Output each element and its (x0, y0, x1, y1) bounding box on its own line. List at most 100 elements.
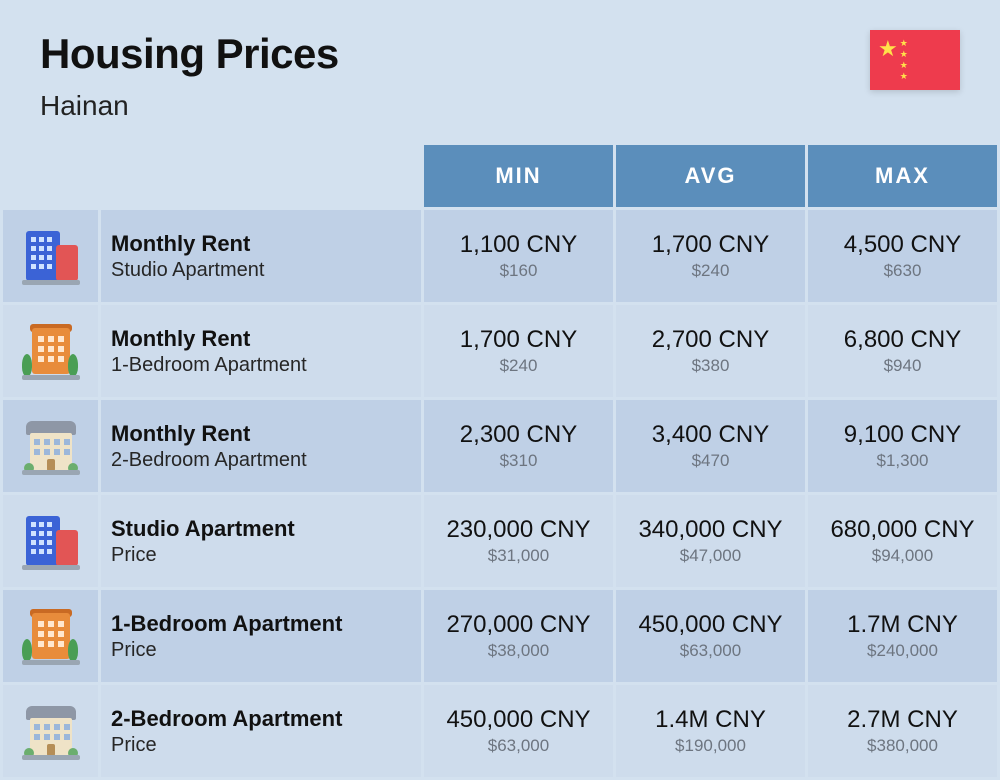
price-cny: 2,300 CNY (434, 421, 603, 449)
price-cny: 450,000 CNY (626, 611, 795, 639)
price-usd: $380 (626, 356, 795, 376)
page: Housing Prices Hainan ★★★★★ MIN AVG MAX … (0, 0, 1000, 776)
row-title: Monthly Rent (111, 421, 411, 447)
price-usd: $240 (626, 261, 795, 281)
price-cell-avg: 340,000 CNY$47,000 (616, 495, 805, 587)
table-row: Studio ApartmentPrice230,000 CNY$31,0003… (3, 495, 997, 587)
row-icon-cell (3, 495, 98, 587)
row-title: Monthly Rent (111, 326, 411, 352)
price-usd: $240 (434, 356, 603, 376)
price-usd: $310 (434, 451, 603, 471)
price-cell-min: 1,700 CNY$240 (424, 305, 613, 397)
row-label-cell: Monthly RentStudio Apartment (101, 210, 421, 302)
onebr-building-icon (22, 607, 80, 665)
price-cny: 1,700 CNY (434, 326, 603, 354)
table-row: 2-Bedroom ApartmentPrice 450,000 CNY$63,0… (3, 685, 997, 777)
header-titles: Housing Prices Hainan (40, 30, 339, 122)
price-cny: 230,000 CNY (434, 516, 603, 544)
page-title: Housing Prices (40, 30, 339, 78)
row-title: Studio Apartment (111, 516, 411, 542)
price-cell-max: 1.7M CNY$240,000 (808, 590, 997, 682)
price-cell-max: 6,800 CNY$940 (808, 305, 997, 397)
price-cell-avg: 2,700 CNY$380 (616, 305, 805, 397)
price-cell-max: 2.7M CNY$380,000 (808, 685, 997, 777)
price-cell-min: 270,000 CNY$38,000 (424, 590, 613, 682)
price-cell-min: 2,300 CNY$310 (424, 400, 613, 492)
flag-stars: ★★★★★ (878, 38, 908, 82)
row-icon-cell (3, 305, 98, 397)
price-cell-max: 9,100 CNY$1,300 (808, 400, 997, 492)
table-row: Monthly Rent2-Bedroom Apartment2,300 CNY… (3, 400, 997, 492)
price-cell-avg: 1,700 CNY$240 (616, 210, 805, 302)
studio-building-icon (22, 512, 80, 570)
table-row: 1-Bedroom ApartmentPrice270,000 CNY$38,0… (3, 590, 997, 682)
location-subtitle: Hainan (40, 90, 339, 122)
row-label-cell: Studio ApartmentPrice (101, 495, 421, 587)
price-usd: $630 (818, 261, 987, 281)
price-cny: 340,000 CNY (626, 516, 795, 544)
price-cell-avg: 1.4M CNY$190,000 (616, 685, 805, 777)
row-icon-cell (3, 685, 98, 777)
row-label-cell: 1-Bedroom ApartmentPrice (101, 590, 421, 682)
price-usd: $31,000 (434, 546, 603, 566)
header-blank-icon (3, 145, 98, 207)
row-subtitle: 1-Bedroom Apartment (111, 354, 411, 377)
row-subtitle: Price (111, 734, 411, 757)
price-usd: $240,000 (818, 641, 987, 661)
row-icon-cell (3, 590, 98, 682)
price-usd: $94,000 (818, 546, 987, 566)
price-usd: $940 (818, 356, 987, 376)
twobr-house-icon (22, 702, 80, 760)
column-header-avg: AVG (616, 145, 805, 207)
row-icon-cell (3, 210, 98, 302)
twobr-house-icon (22, 417, 80, 475)
row-subtitle: 2-Bedroom Apartment (111, 449, 411, 472)
price-cny: 6,800 CNY (818, 326, 987, 354)
price-cny: 1,100 CNY (434, 231, 603, 259)
price-cell-min: 230,000 CNY$31,000 (424, 495, 613, 587)
price-cny: 2.7M CNY (818, 706, 987, 734)
price-cny: 4,500 CNY (818, 231, 987, 259)
price-cny: 3,400 CNY (626, 421, 795, 449)
price-cell-max: 680,000 CNY$94,000 (808, 495, 997, 587)
price-usd: $63,000 (626, 641, 795, 661)
row-title: 1-Bedroom Apartment (111, 611, 411, 637)
price-cny: 2,700 CNY (626, 326, 795, 354)
price-usd: $380,000 (818, 736, 987, 756)
price-cell-min: 1,100 CNY$160 (424, 210, 613, 302)
price-cell-avg: 3,400 CNY$470 (616, 400, 805, 492)
column-header-max: MAX (808, 145, 997, 207)
row-subtitle: Studio Apartment (111, 259, 411, 282)
row-subtitle: Price (111, 639, 411, 662)
table-row: Monthly RentStudio Apartment1,100 CNY$16… (3, 210, 997, 302)
price-cell-max: 4,500 CNY$630 (808, 210, 997, 302)
row-label-cell: Monthly Rent1-Bedroom Apartment (101, 305, 421, 397)
price-cny: 1,700 CNY (626, 231, 795, 259)
table-header-row: MIN AVG MAX (3, 145, 997, 207)
price-usd: $470 (626, 451, 795, 471)
onebr-building-icon (22, 322, 80, 380)
price-cny: 1.7M CNY (818, 611, 987, 639)
price-usd: $63,000 (434, 736, 603, 756)
price-usd: $190,000 (626, 736, 795, 756)
price-cny: 450,000 CNY (434, 706, 603, 734)
price-cell-min: 450,000 CNY$63,000 (424, 685, 613, 777)
price-cny: 1.4M CNY (626, 706, 795, 734)
header: Housing Prices Hainan ★★★★★ (0, 30, 1000, 142)
price-cell-avg: 450,000 CNY$63,000 (616, 590, 805, 682)
price-cny: 680,000 CNY (818, 516, 987, 544)
row-icon-cell (3, 400, 98, 492)
pricing-table: MIN AVG MAX Monthly RentStudio Apartment… (0, 142, 1000, 780)
column-header-min: MIN (424, 145, 613, 207)
price-cny: 270,000 CNY (434, 611, 603, 639)
price-cny: 9,100 CNY (818, 421, 987, 449)
table-row: Monthly Rent1-Bedroom Apartment1,700 CNY… (3, 305, 997, 397)
row-label-cell: Monthly Rent2-Bedroom Apartment (101, 400, 421, 492)
header-blank-label (101, 145, 421, 207)
studio-building-icon (22, 227, 80, 285)
price-usd: $47,000 (626, 546, 795, 566)
row-title: Monthly Rent (111, 231, 411, 257)
price-usd: $1,300 (818, 451, 987, 471)
row-title: 2-Bedroom Apartment (111, 706, 411, 732)
china-flag-icon: ★★★★★ (870, 30, 960, 90)
